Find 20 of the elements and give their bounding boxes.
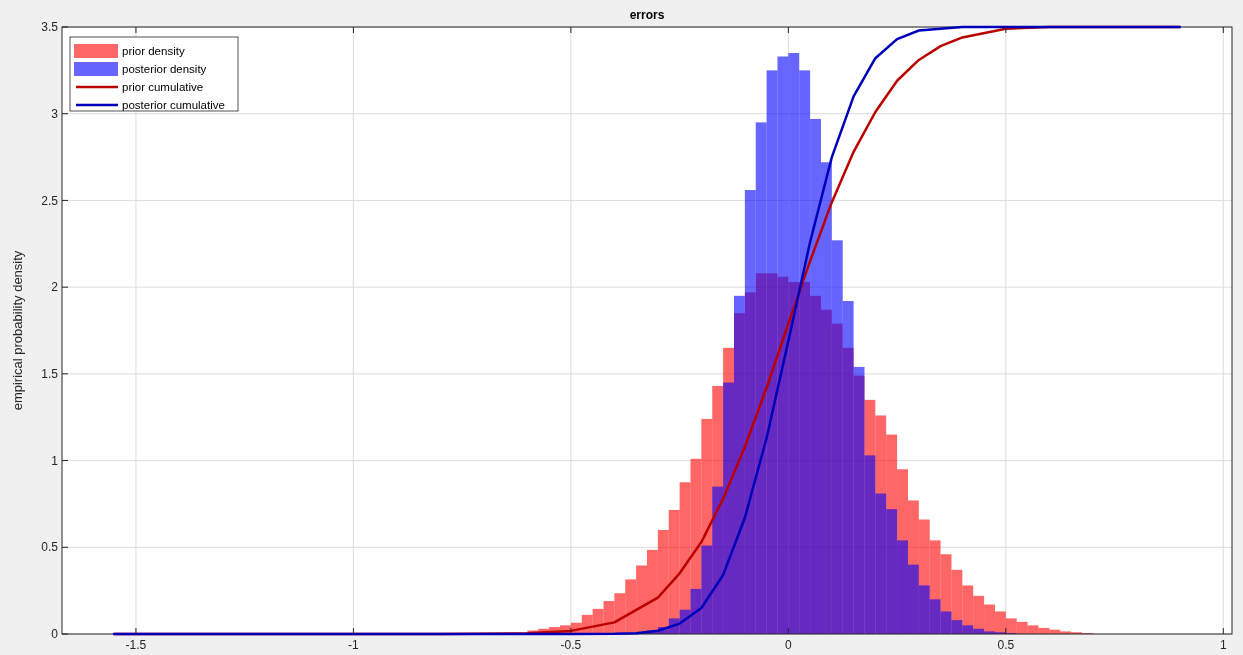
x-tick-label: -1 xyxy=(348,638,360,652)
y-tick-label: 0 xyxy=(51,627,59,642)
y-tick-label: 1.5 xyxy=(41,367,59,382)
legend-label: prior cumulative xyxy=(122,81,204,93)
y-tick-label: 3.5 xyxy=(41,20,59,35)
y-tick-label: 2.5 xyxy=(41,193,59,208)
y-tick-label: 2 xyxy=(51,280,59,295)
x-tick-label: -1.5 xyxy=(125,638,147,652)
y-tick-label: 3 xyxy=(51,106,59,121)
y-tick-label: 0.5 xyxy=(41,540,59,555)
x-tick-label: -0.5 xyxy=(560,638,582,652)
legend-label: prior density xyxy=(122,45,185,57)
chart-title: errors xyxy=(629,8,665,22)
x-tick-label: 0.5 xyxy=(997,638,1015,652)
y-axis-title: empirical probability density xyxy=(10,250,25,411)
x-tick-label: 0 xyxy=(785,638,793,652)
legend-label: posterior cumulative xyxy=(122,99,225,111)
y-tick-label: 1 xyxy=(51,453,59,468)
legend-label: posterior density xyxy=(122,63,207,75)
x-tick-label: 1 xyxy=(1219,638,1227,652)
